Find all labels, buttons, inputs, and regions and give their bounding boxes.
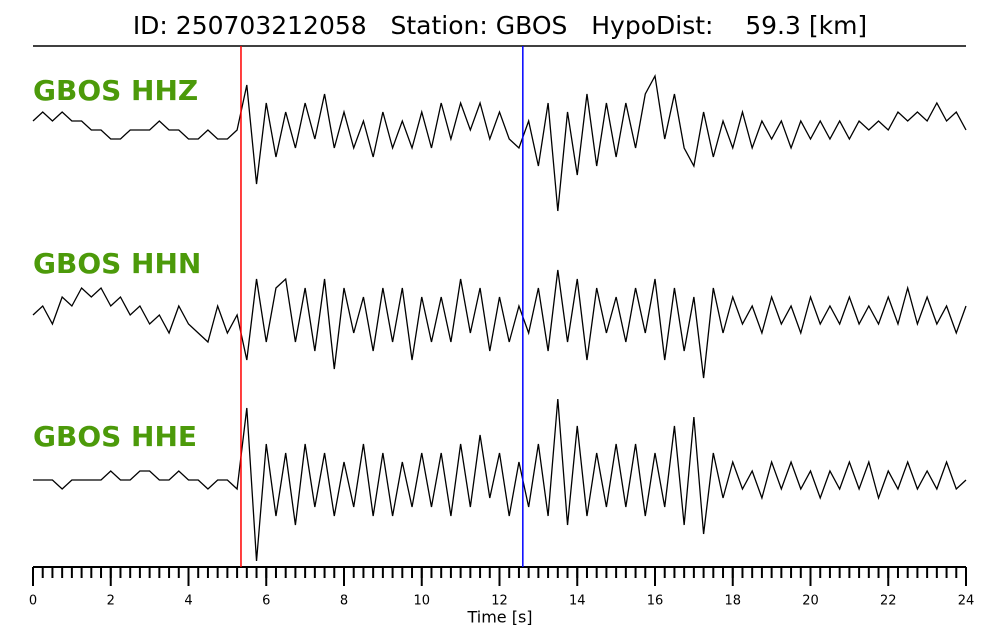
waveform xyxy=(32,73,967,212)
waveform xyxy=(32,269,967,379)
x-tick-label: 14 xyxy=(569,594,586,609)
x-tick-label: 22 xyxy=(880,594,897,609)
x-tick-label: 2 xyxy=(107,594,115,609)
x-tick-label: 6 xyxy=(262,594,270,609)
waveform xyxy=(33,398,967,562)
x-tick-label: 8 xyxy=(340,594,348,609)
trace-label: GBOS HHZ xyxy=(33,74,198,107)
x-tick-label: 18 xyxy=(724,594,741,609)
x-tick-label: 16 xyxy=(647,594,664,609)
x-tick-label: 4 xyxy=(184,594,192,609)
x-tick-label: 0 xyxy=(29,594,37,609)
x-tick-label: 12 xyxy=(491,594,508,609)
trace-label: GBOS HHE xyxy=(33,420,197,453)
x-tick-label: 10 xyxy=(413,594,430,609)
x-axis-label: Time [s] xyxy=(466,608,532,627)
x-tick-label: 24 xyxy=(958,594,975,609)
trace-label: GBOS HHN xyxy=(33,247,201,280)
x-tick-label: 20 xyxy=(802,594,819,609)
chart-title: ID: 250703212058 Station: GBOS HypoDist:… xyxy=(133,11,867,40)
